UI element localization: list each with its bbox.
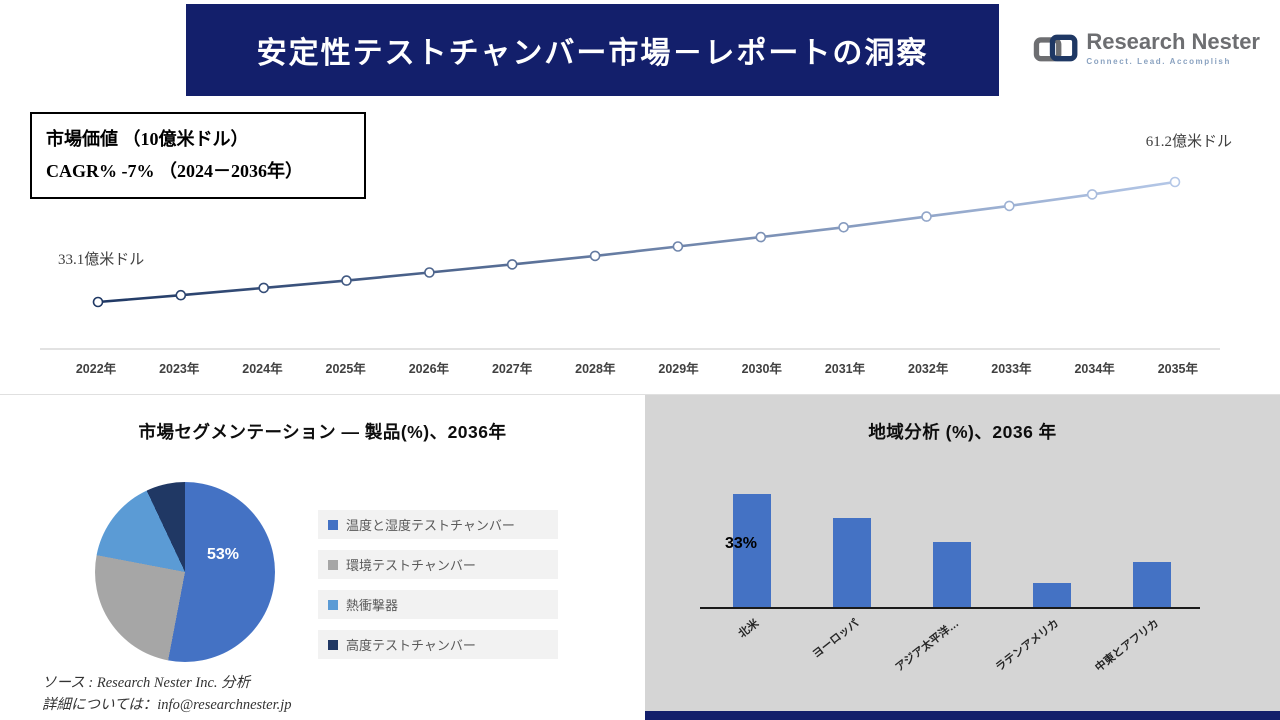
end-value-annotation: 61.2億米ドル [1145,134,1232,150]
legend-item: 温度と湿度テストチャンバー [318,510,558,539]
data-point-marker [838,222,849,233]
market-value-line-chart-section: 市場価値 （10億米ドル） CAGR% -7% （2024－2036年） 61.… [0,100,1280,394]
x-axis-label: 2029年 [658,362,699,376]
data-point-marker [258,282,269,294]
bar-data-label: 33% [725,535,758,552]
data-point-marker [506,259,518,270]
source-note: ソース : Research Nester Inc. 分析 [42,675,251,691]
legend-label: 熱衝撃器 [346,598,399,613]
legend-item: 高度テストチャンバー [318,630,558,659]
regional-analysis-panel: 地域分析 (%)、2036 年 北米 ヨーロッパ アジア太平洋… ラテンアメリカ 中東と… [645,395,1280,720]
data-point-marker [341,275,352,286]
market-value-line [97,180,1176,304]
x-axis-label: 2026年 [408,362,450,376]
bottom-section: 市場セグメンテーション ― 製品(%)、2036年 53% 温度と湿度テストチャ… [0,394,1280,720]
x-axis-label: 2033年 [991,362,1032,376]
bar-category-label: 中東とアフリカ [1093,617,1162,675]
legend-swatch [328,639,338,650]
logo-icon [1033,34,1078,62]
logo-text: Research Nester Connect. Lead. Accomplis… [1086,30,1260,65]
bar-chart-title: 地域分析 (%)、2036 年 [868,422,1057,442]
logo-tagline: Connect. Lead. Accomplish [1086,56,1231,66]
segmentation-panel: 市場セグメンテーション ― 製品(%)、2036年 53% 温度と湿度テストチャ… [0,395,645,720]
logo: Research Nester Connect. Lead. Accomplis… [1032,20,1260,76]
pie-chart-title: 市場セグメンテーション ― 製品(%)、2036年 [138,422,507,442]
bar-3 [933,542,971,607]
x-axis-label: 2028年 [575,362,616,376]
bar-2 [833,518,871,607]
bar-1 [733,494,771,607]
pie-data-label: 53% [207,546,240,563]
legend-swatch [328,559,338,570]
line-chart-x-axis: 2022年 2023年 2024年 2025年 2026年 2027年 2028年 2029年… [40,358,1220,377]
data-point-marker [1003,200,1015,212]
x-axis-label: 2034年 [1074,362,1115,376]
bar-category-label: 北米 [736,617,762,641]
page-title: 安定性テストチャンバー市場－レポートの洞察 [256,37,929,70]
pie-chart: 53% [95,482,275,662]
cagr-label: CAGR% -7% （2024－2036年） [46,160,303,181]
market-value-box: 市場価値 （10億米ドル） CAGR% -7% （2024－2036年） [30,112,366,199]
bottom-accent-strip [645,711,1280,720]
x-axis-label: 2022年 [75,362,117,376]
data-point-marker [589,250,601,262]
bar-category-label: アジア太平洋… [893,617,962,674]
start-value-annotation: 33.1億米ドル [58,252,145,268]
bar-chart [700,494,1200,609]
x-axis-label: 2032年 [908,362,949,376]
data-point-marker [92,296,104,308]
contact-note: 詳細については：info@researchnester.jp [42,696,292,713]
legend-label: 高度テストチャンバー [346,638,476,653]
x-axis-label: 2035年 [1157,362,1198,376]
line-chart [40,176,1220,350]
x-axis-label: 2031年 [824,362,866,376]
x-axis-label: 2023年 [159,362,200,376]
header-banner: 安定性テストチャンバー市場－レポートの洞察 [186,4,999,96]
logo-name: Research Nester [1086,29,1260,55]
data-point-marker [672,241,684,252]
data-point-marker [424,267,435,278]
bar-category-label: ラテンアメリカ [993,617,1062,674]
market-value-label: 市場価値 （10億米ドル） [46,129,249,149]
data-point-marker [175,289,187,301]
bar-chart-x-axis: 北米 ヨーロッパ アジア太平洋… ラテンアメリカ 中東とアフリカ [700,611,1200,701]
bar-5 [1133,562,1171,607]
pie-legend: 温度と湿度テストチャンバー 環境テストチャンバー 熱衝撃器高度テストチャンバー [318,510,558,659]
data-point-marker [1086,189,1098,200]
legend-item: 熱衝撃器 [318,590,558,619]
source-block: ソース : Research Nester Inc. 分析 詳細については：in… [42,673,292,717]
x-axis-label: 2030年 [741,362,782,376]
x-axis-label: 2027年 [491,362,533,376]
bar-category-label: ヨーロッパ [810,617,862,661]
data-point-marker [755,231,767,243]
legend-label: 温度と湿度テストチャンバー [346,518,515,533]
x-axis-label: 2025年 [325,362,366,376]
legend-swatch [328,519,338,530]
legend-swatch [328,599,338,610]
legend-label: 環境テストチャンバー [346,558,476,573]
bar-4 [1033,583,1071,607]
x-axis-label: 2024年 [242,362,283,376]
legend-item: 環境テストチャンバー [318,550,558,579]
data-point-marker [921,211,932,222]
data-point-marker [1169,176,1181,188]
